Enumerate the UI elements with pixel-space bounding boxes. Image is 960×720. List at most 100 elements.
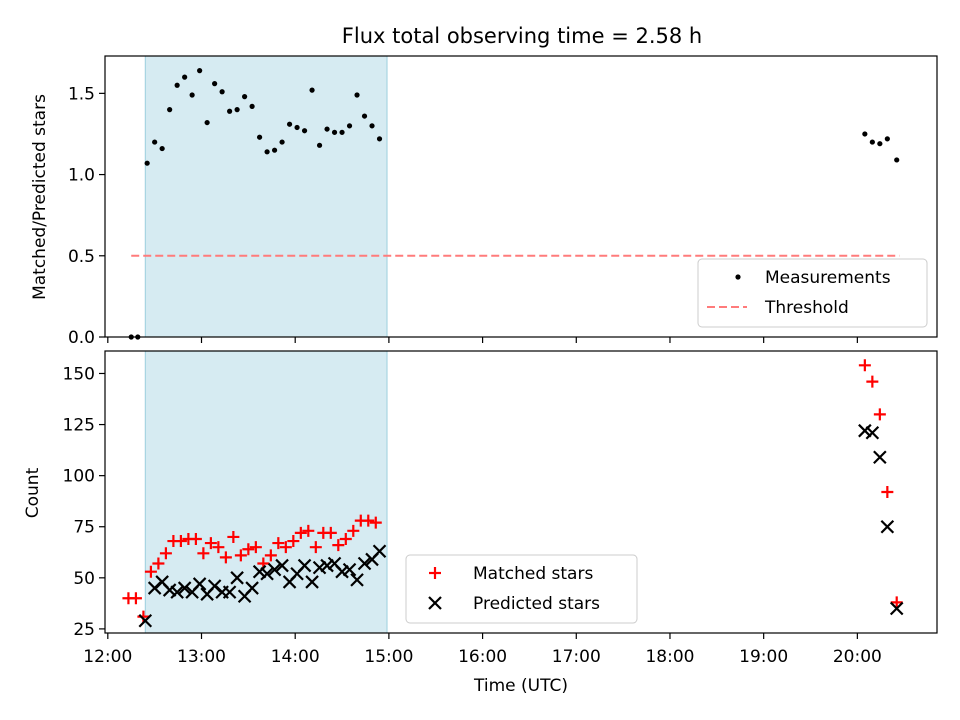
- bottom-x-tick-label-4: 16:00: [458, 647, 507, 667]
- bottom-matched-stars: [122, 359, 903, 623]
- measurement-point-8: [189, 92, 195, 98]
- measurement-point-34: [862, 131, 868, 137]
- predicted-point-0: [138, 613, 153, 628]
- matched-point-27: [324, 526, 337, 539]
- predicted-point-35: [880, 519, 895, 534]
- legend-predicted-marker: [428, 596, 442, 610]
- matched-point-9: [189, 533, 202, 545]
- matched-point-28: [332, 539, 345, 552]
- matched-point-35: [866, 375, 879, 388]
- predicted-point-14: [245, 581, 259, 595]
- predicted-point-4: [170, 585, 184, 599]
- top-x-ticks: [107, 337, 858, 343]
- bottom-y-axis: 25 50 75 100 125 150: [63, 364, 105, 640]
- predicted-point-17: [267, 562, 282, 577]
- matched-point-7: [174, 535, 187, 548]
- matched-point-23: [294, 526, 307, 539]
- top-observing-interval: [144, 55, 388, 338]
- measurement-point-20: [279, 139, 285, 145]
- bottom-predicted-stars: [138, 423, 904, 628]
- measurement-point-24: [309, 87, 315, 93]
- matched-point-34: [858, 359, 871, 372]
- predicted-point-31: [372, 544, 387, 559]
- matched-point-11: [204, 537, 217, 550]
- bottom-x-tick-label-6: 18:00: [645, 647, 694, 667]
- measurement-point-2: [144, 160, 150, 166]
- measurement-point-15: [242, 94, 248, 100]
- predicted-point-21: [297, 558, 312, 573]
- matched-point-21: [279, 541, 292, 554]
- x-axis-label: Time (UTC): [473, 676, 568, 696]
- matched-point-16: [242, 543, 255, 556]
- measurement-point-11: [212, 81, 218, 87]
- bottom-legend: Matched stars Predicted stars: [405, 554, 638, 624]
- predicted-point-36: [889, 601, 904, 616]
- matched-point-4: [152, 557, 165, 570]
- measurement-point-35: [869, 139, 875, 145]
- measurement-point-17: [256, 134, 263, 140]
- measurement-point-32: [369, 123, 375, 129]
- measurement-point-28: [339, 129, 345, 135]
- legend-measurements-marker: [735, 274, 741, 280]
- measurement-point-14: [234, 107, 240, 113]
- predicted-point-29: [357, 556, 372, 571]
- bottom-x-tick-label-8: 20:00: [833, 647, 882, 667]
- matched-point-22: [287, 535, 300, 548]
- bottom-x-tick-label-5: 17:00: [552, 647, 601, 667]
- matched-point-29: [339, 533, 352, 545]
- top-legend-box: [697, 258, 928, 328]
- top-y-tick-label-2: 1.0: [68, 166, 95, 186]
- matched-point-33: [369, 516, 382, 529]
- bottom-y-tick-label-1: 50: [73, 569, 95, 589]
- matched-point-2: [137, 610, 150, 623]
- matched-point-12: [212, 541, 225, 554]
- predicted-point-7: [192, 577, 207, 591]
- predicted-point-22: [305, 575, 319, 589]
- top-y-axis-label: Matched/Predicted stars: [30, 94, 50, 300]
- measurement-point-12: [219, 89, 225, 95]
- matched-point-32: [362, 514, 375, 527]
- matched-point-15: [234, 549, 247, 562]
- legend-threshold-label: Threshold: [764, 298, 849, 318]
- matched-point-19: [264, 549, 277, 562]
- matched-point-25: [309, 541, 322, 554]
- top-y-tick-label-0: 0.0: [68, 328, 95, 348]
- predicted-point-11: [222, 585, 237, 599]
- legend-matched-label: Matched stars: [473, 564, 593, 584]
- bottom-x-tick-label-1: 13:00: [177, 647, 226, 667]
- matched-point-13: [219, 551, 232, 564]
- measurement-point-25: [316, 142, 323, 148]
- measurement-point-7: [182, 74, 188, 80]
- matched-point-1: [129, 592, 142, 605]
- matched-point-3: [144, 565, 157, 578]
- top-y-axis: 0.0 0.5 1.0 1.5: [68, 84, 105, 348]
- top-measurements: [128, 68, 900, 340]
- measurement-point-5: [167, 107, 173, 113]
- chart-title: Flux total observing time = 2.58 h: [342, 24, 702, 48]
- bottom-axes-frame: [104, 350, 938, 634]
- predicted-point-27: [342, 562, 357, 577]
- predicted-point-5: [177, 581, 192, 595]
- bottom-x-axis: 12:00 13:00 14:00 15:00 16:00 17:00 18:00 19:00…: [83, 633, 882, 667]
- bottom-y-axis-label: Count: [23, 467, 43, 518]
- bottom-y-tick-label-5: 150: [63, 364, 95, 384]
- matched-point-14: [227, 530, 240, 543]
- predicted-point-18: [275, 558, 289, 573]
- measurement-point-38: [894, 157, 900, 163]
- predicted-point-16: [260, 566, 274, 581]
- measurement-point-4: [159, 145, 165, 152]
- bottom-y-tick-label-4: 125: [63, 416, 95, 436]
- matched-point-5: [159, 547, 172, 560]
- top-panel: 0.0 0.5 1.0 1.5 Matched/Predicted stars Mea…: [30, 55, 938, 348]
- bottom-x-tick-label-0: 12:00: [83, 647, 132, 667]
- measurement-point-18: [264, 149, 270, 155]
- measurement-point-3: [152, 139, 158, 145]
- measurement-point-22: [294, 124, 300, 131]
- predicted-point-12: [230, 571, 244, 585]
- measurement-point-13: [227, 108, 233, 114]
- bottom-y-tick-label-0: 25: [73, 620, 95, 640]
- matched-point-38: [890, 596, 903, 609]
- measurement-point-16: [249, 103, 255, 109]
- measurement-point-36: [877, 141, 883, 147]
